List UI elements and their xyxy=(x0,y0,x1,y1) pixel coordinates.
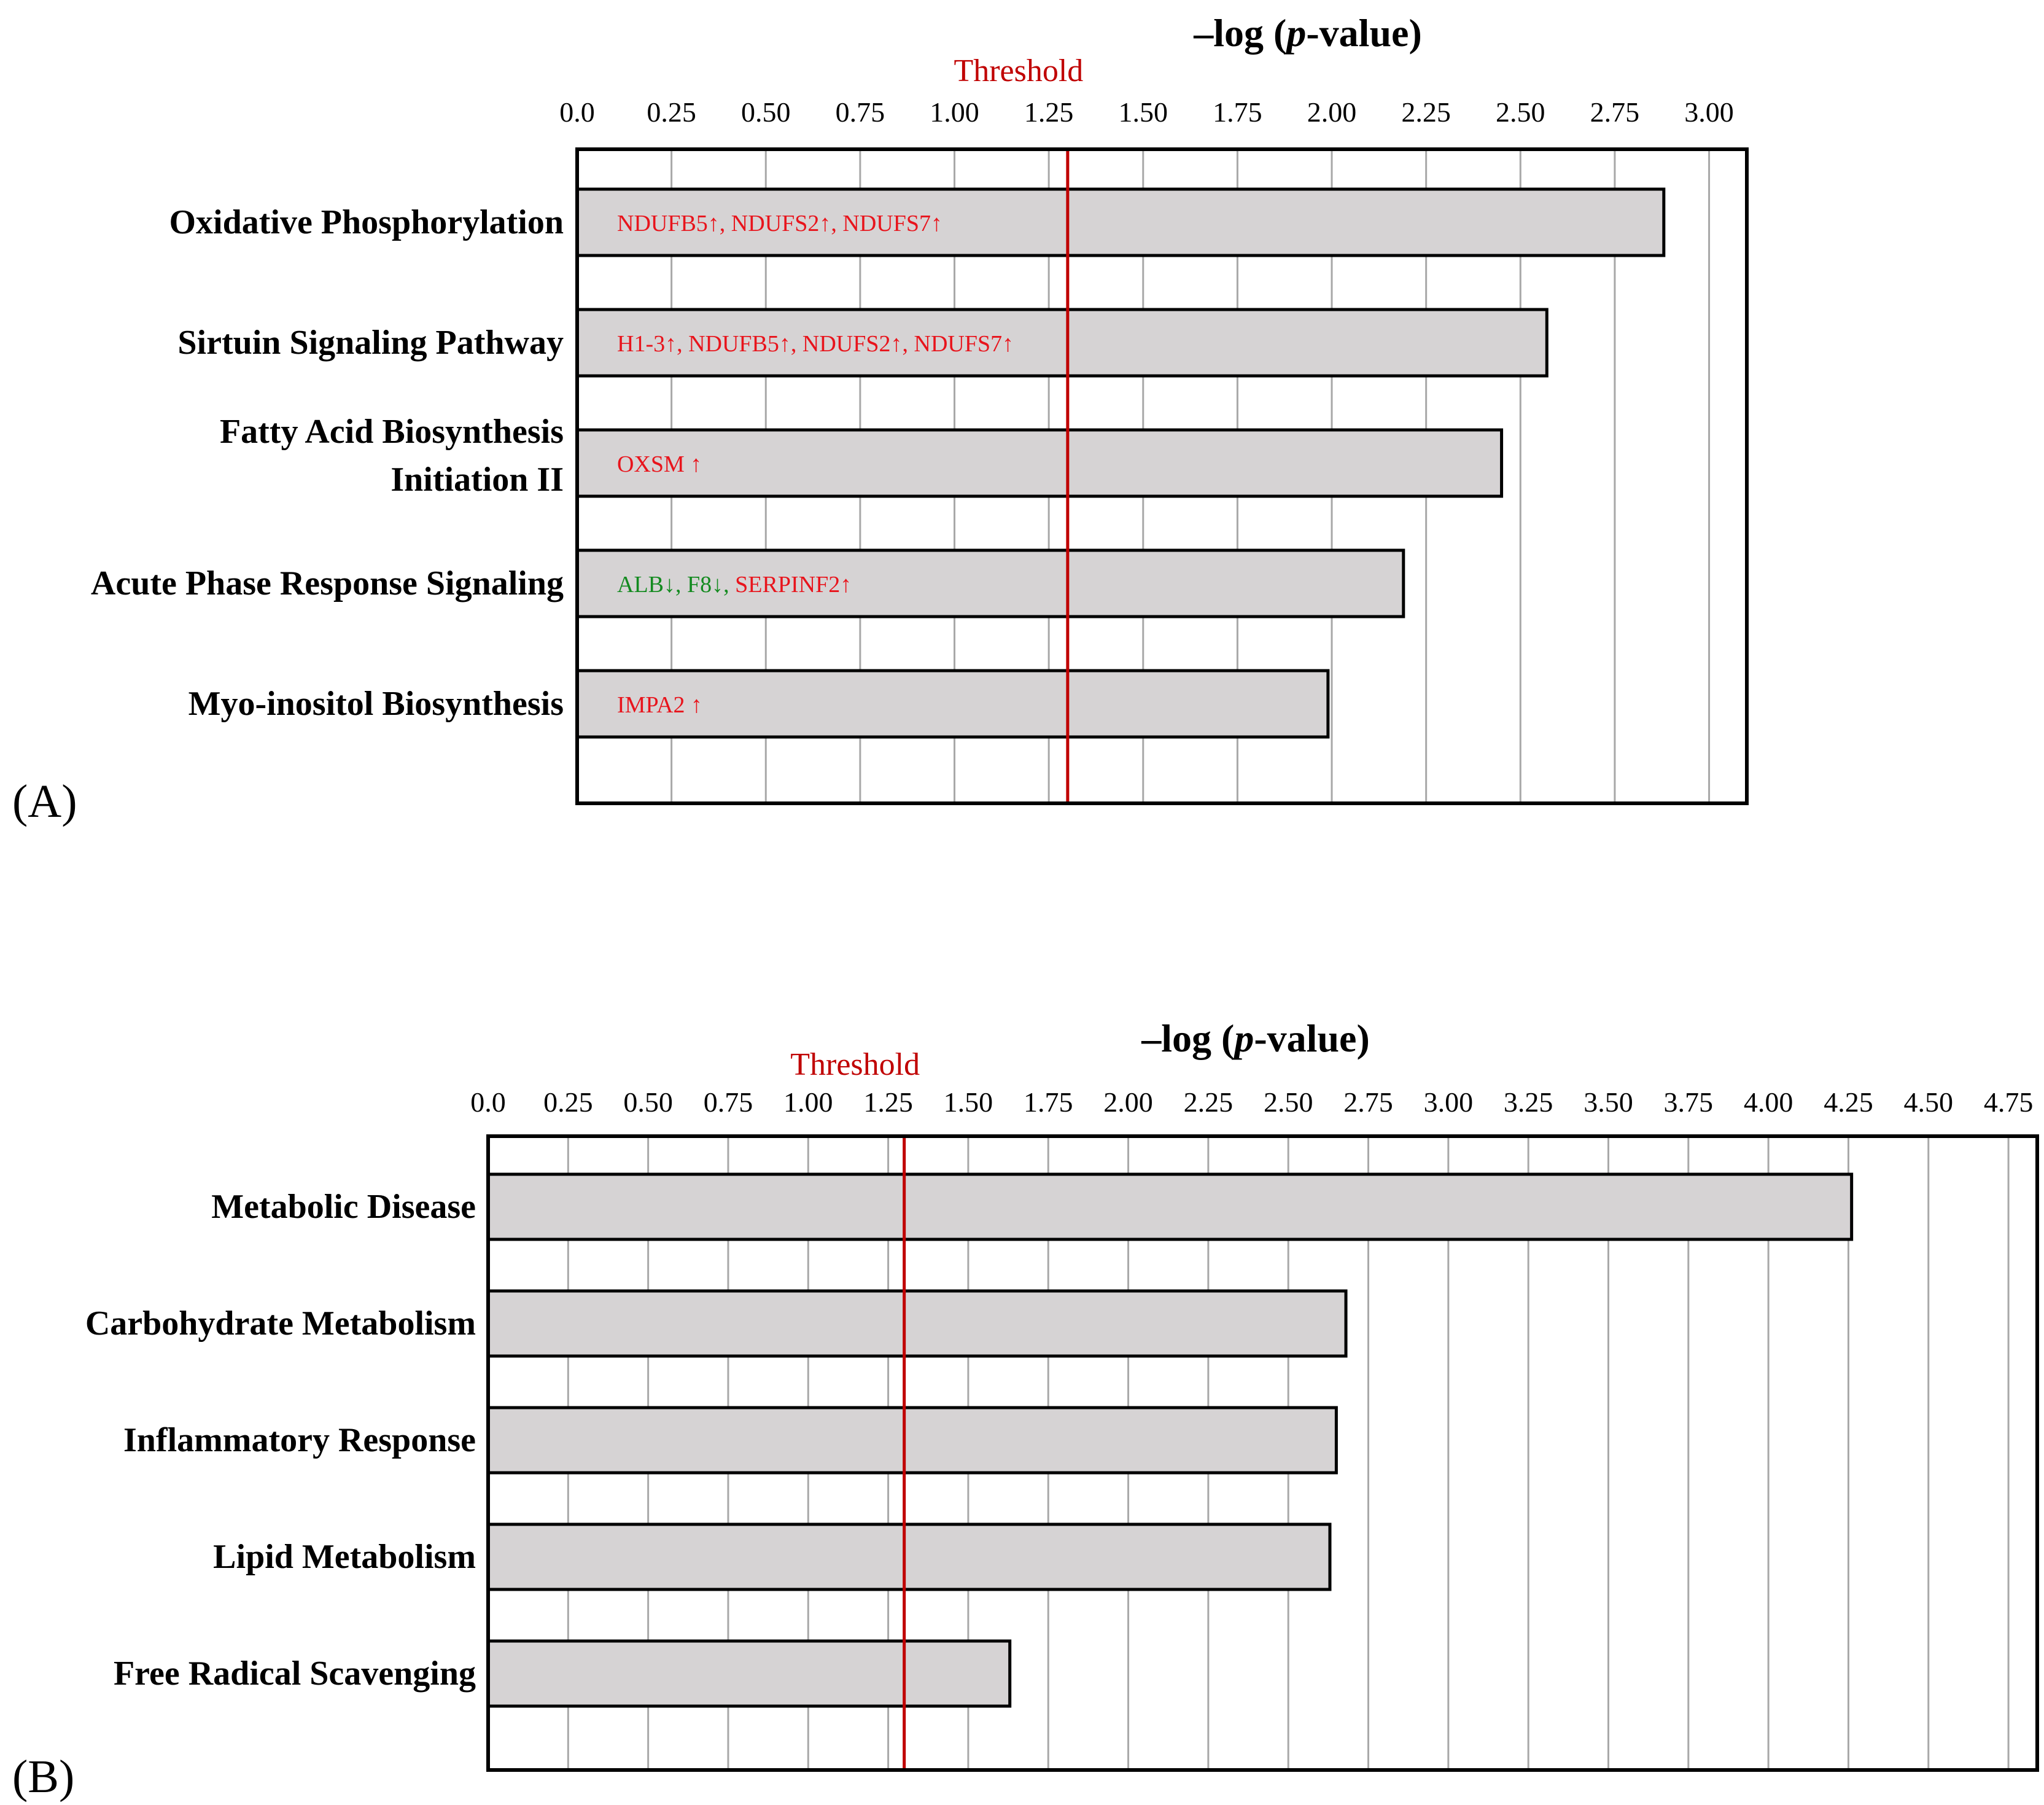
bar xyxy=(575,187,1666,257)
gene-segment: NDUFB5↑, NDUFS2↑, NDUFS7↑ xyxy=(617,211,942,236)
bar xyxy=(486,1406,1338,1475)
x-tick-label: 1.00 xyxy=(783,1086,833,1118)
gene-annotation: IMPA2 ↑ xyxy=(617,692,702,718)
gene-segment: OXSM ↑ xyxy=(617,451,702,477)
x-tick-label: 4.25 xyxy=(1824,1086,1873,1118)
chart-panel-a: 0.0 0.25 0.50 0.75 1.00 1.25 1.50 1.75 2.00 2.25 2… xyxy=(12,11,1749,827)
category-label: Initiation II xyxy=(391,461,564,499)
bar xyxy=(486,1522,1332,1591)
category-label: Metabolic Disease xyxy=(211,1188,476,1226)
x-axis-title-prefix: –log ( xyxy=(1141,1016,1234,1060)
category-label: Inflammatory Response xyxy=(123,1421,476,1459)
bar xyxy=(486,1172,1854,1241)
panel-label: (B) xyxy=(12,1751,74,1803)
x-axis-title-suffix: -value) xyxy=(1306,11,1421,55)
gene-segment: H1-3↑, NDUFB5↑, NDUFS2↑, NDUFS7↑ xyxy=(617,331,1014,357)
x-tick-label: 2.75 xyxy=(1343,1086,1393,1118)
category-label: Acute Phase Response Signaling xyxy=(91,564,564,602)
x-tick-label: 1.75 xyxy=(1213,96,1262,128)
x-tick-label: 1.75 xyxy=(1024,1086,1073,1118)
x-tick-label: 2.00 xyxy=(1103,1086,1153,1118)
x-tick-label: 3.25 xyxy=(1504,1086,1553,1118)
x-tick-label: 1.00 xyxy=(930,96,979,128)
x-tick-label: 1.25 xyxy=(863,1086,913,1118)
x-tick-label: 1.25 xyxy=(1024,96,1074,128)
gene-segment: ALB↓, F8↓, xyxy=(617,572,735,598)
category-label: Free Radical Scavenging xyxy=(114,1655,476,1693)
category-label: Myo-inositol Biosynthesis xyxy=(188,685,564,723)
x-tick-label: 3.00 xyxy=(1424,1086,1474,1118)
x-tick-label: 0.75 xyxy=(836,96,885,128)
gene-segment: SERPINF2↑ xyxy=(735,572,852,598)
x-tick-label: 0.25 xyxy=(543,1086,593,1118)
x-tick-label: 2.75 xyxy=(1590,96,1640,128)
category-label: Sirtuin Signaling Pathway xyxy=(177,324,564,362)
x-tick-label: 2.25 xyxy=(1184,1086,1234,1118)
x-tick-label: 0.0 xyxy=(470,1086,506,1118)
x-tick-label: 0.50 xyxy=(623,1086,673,1118)
threshold-label: Threshold xyxy=(954,53,1083,88)
x-tick-label: 0.25 xyxy=(647,96,696,128)
category-label: Oxidative Phosphorylation xyxy=(169,203,564,241)
gene-annotation: ALB↓, F8↓, SERPINF2↑ xyxy=(617,572,852,598)
category-label: Carbohydrate Metabolism xyxy=(85,1304,476,1343)
bar xyxy=(575,308,1549,378)
x-tick-label: 4.00 xyxy=(1744,1086,1793,1118)
x-axis-title-prefix: –log ( xyxy=(1193,11,1286,55)
x-tick-label: 0.50 xyxy=(741,96,791,128)
gene-segment: IMPA2 ↑ xyxy=(617,692,702,718)
bar xyxy=(486,1289,1348,1358)
bar xyxy=(575,428,1504,498)
x-tick-label: 0.75 xyxy=(704,1086,753,1118)
x-axis-title-italic: p xyxy=(1231,1016,1254,1060)
x-tick-label: 4.50 xyxy=(1904,1086,1954,1118)
x-tick-label: 2.25 xyxy=(1401,96,1451,128)
x-tick-label: 2.50 xyxy=(1496,96,1545,128)
x-tick-label: 4.75 xyxy=(1984,1086,2034,1118)
bar xyxy=(486,1639,1012,1708)
plot-frame xyxy=(486,1134,2039,1772)
plot-frame xyxy=(575,147,1749,805)
x-tick-label: 3.75 xyxy=(1664,1086,1714,1118)
x-axis-title-suffix: -value) xyxy=(1254,1016,1369,1060)
chart-panel-b: 0.0 0.25 0.50 0.75 1.00 1.25 1.50 1.75 2.00 2.25 2… xyxy=(12,1016,2039,1803)
gene-annotation: H1-3↑, NDUFB5↑, NDUFS2↑, NDUFS7↑ xyxy=(617,331,1014,357)
gene-annotation: NDUFB5↑, NDUFS2↑, NDUFS7↑ xyxy=(617,211,942,236)
x-axis-title: –log (p-value) xyxy=(1193,11,1422,55)
gene-annotation: OXSM ↑ xyxy=(617,451,702,477)
category-label: Lipid Metabolism xyxy=(213,1538,476,1576)
x-tick-label: 3.00 xyxy=(1684,96,1734,128)
x-tick-label: 2.50 xyxy=(1264,1086,1313,1118)
category-label: Fatty Acid Biosynthesis xyxy=(220,413,564,451)
x-axis-title: –log (p-value) xyxy=(1141,1016,1370,1060)
x-tick-label: 1.50 xyxy=(944,1086,993,1118)
x-tick-label: 3.50 xyxy=(1584,1086,1633,1118)
x-axis-title-italic: p xyxy=(1283,11,1306,55)
x-tick-label: 1.50 xyxy=(1119,96,1168,128)
bar xyxy=(575,548,1405,618)
panel-label: (A) xyxy=(12,776,77,827)
x-tick-label: 0.0 xyxy=(559,96,595,128)
x-tick-label: 2.00 xyxy=(1307,96,1357,128)
bar xyxy=(575,669,1330,739)
threshold-label: Threshold xyxy=(790,1047,920,1082)
